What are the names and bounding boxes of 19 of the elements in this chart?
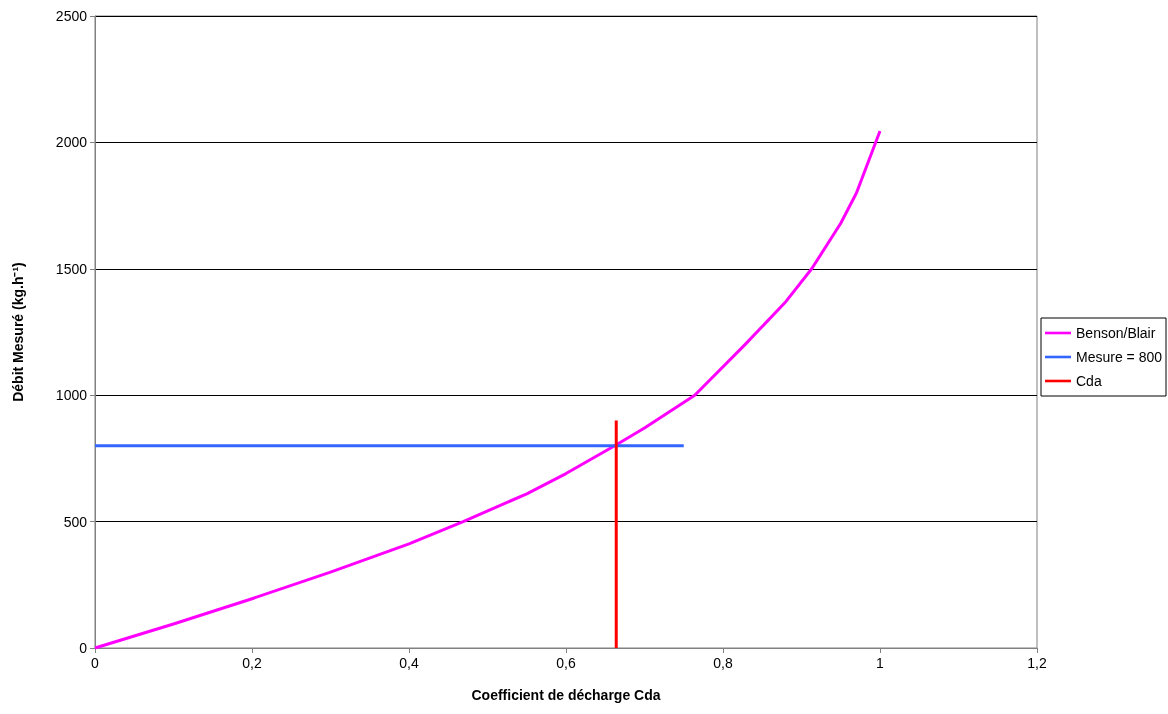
x-axis-title: Coefficient de décharge Cda [471, 687, 661, 703]
y-tick-label: 2000 [55, 134, 88, 151]
x-tick-label: 1,2 [1027, 655, 1047, 671]
x-tick-label: 0 [91, 655, 100, 671]
x-tick-label: 1 [876, 655, 885, 671]
x-tick-label: 0,2 [242, 655, 262, 671]
y-tick-label: 2500 [55, 8, 88, 24]
y-tick-label: 1500 [55, 260, 88, 277]
y-tick-label: 500 [63, 513, 88, 530]
x-tick-label: 0,8 [713, 655, 733, 671]
x-tick-label: 0,6 [556, 655, 576, 671]
y-axis-title: Débit Mesuré (kg.h⁻¹) [10, 262, 26, 402]
y-tick-label: 1000 [55, 387, 88, 404]
legend-label: Benson/Blair [1076, 325, 1156, 341]
line-series [93, 129, 882, 650]
x-tick-label: 0,4 [399, 655, 419, 671]
y-tick-label: 0 [79, 640, 88, 656]
legend-label: Mesure = 800 [1076, 349, 1163, 365]
legend-label: Cda [1076, 373, 1102, 389]
